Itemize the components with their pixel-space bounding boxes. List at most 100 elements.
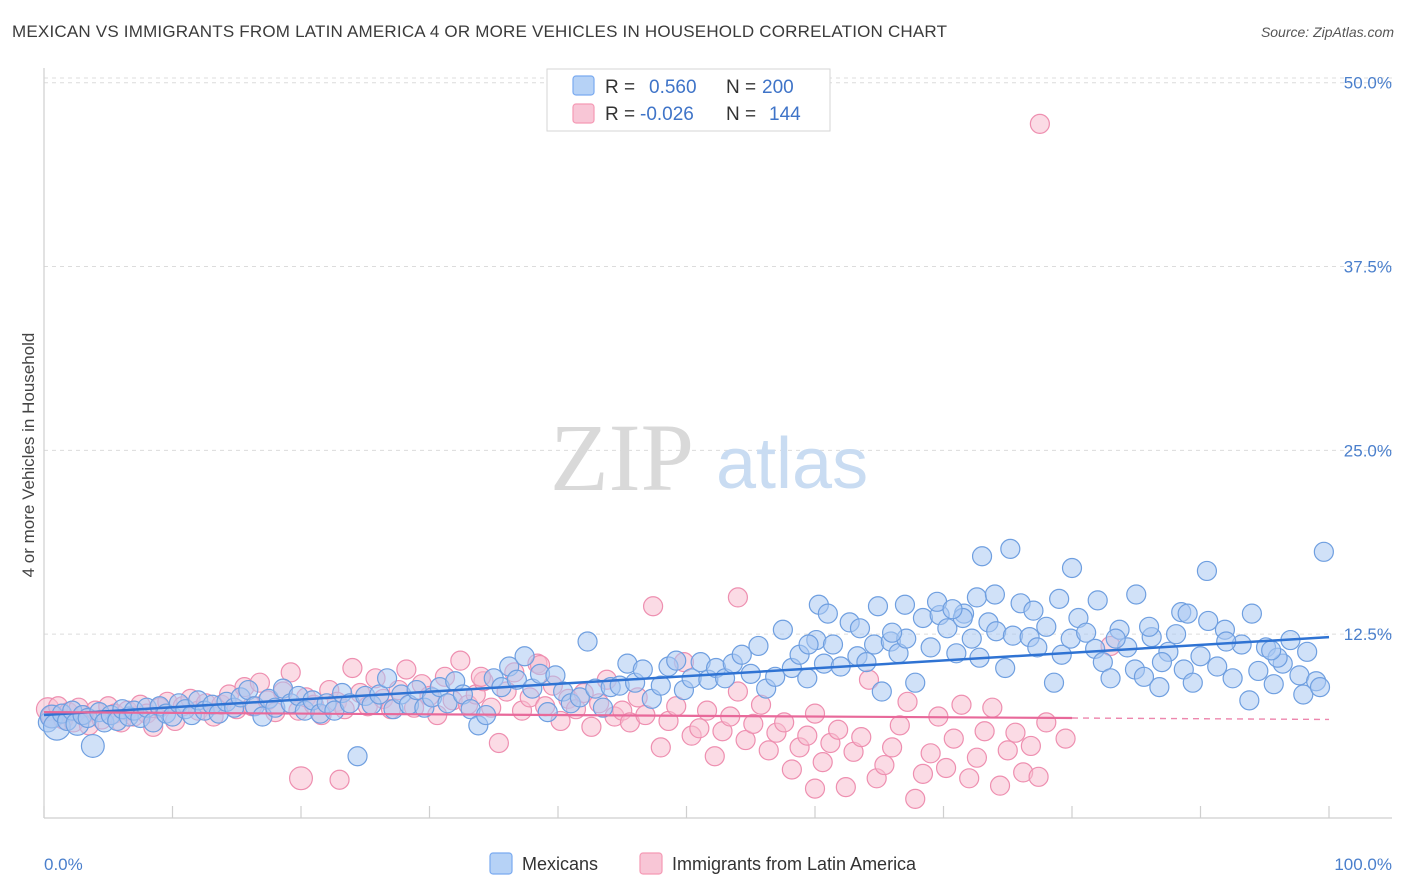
immigrants-point — [997, 740, 1018, 761]
immigrants-point — [966, 747, 988, 768]
bottom-legend-swatch-immigrants — [639, 852, 663, 875]
mexicans-point — [1216, 631, 1237, 652]
immigrants-point — [396, 659, 417, 680]
y-tick-label: 50.0% — [1344, 74, 1392, 93]
watermark-atlas: atlas — [716, 424, 868, 504]
x-tick-label-min: 0.0% — [44, 855, 83, 874]
mexicans-point — [506, 669, 527, 690]
mexicans-point — [995, 657, 1016, 679]
mexicans-point — [1190, 646, 1211, 667]
immigrants-point — [959, 768, 980, 789]
mexicans-point — [1297, 641, 1318, 662]
mexicans-point — [856, 652, 877, 673]
immigrants-point — [989, 775, 1011, 796]
mexicans-point — [905, 672, 926, 693]
y-tick-label: 25.0% — [1344, 441, 1392, 460]
mexicans-point — [1076, 622, 1097, 643]
mexicans-point — [871, 681, 892, 702]
immigrants-point — [758, 740, 779, 761]
legend-n-value-immigrants: 144 — [769, 104, 801, 125]
immigrants-point — [874, 754, 895, 776]
mexicans-point — [1196, 560, 1218, 582]
mexicans-point — [1023, 600, 1044, 621]
mexicans-point — [813, 653, 835, 674]
legend-n-label-mexicans: N = — [726, 77, 756, 98]
mexicans-point — [1207, 656, 1228, 677]
immigrants-point — [727, 681, 749, 702]
mexicans-point — [740, 663, 761, 684]
mexicans-point — [1133, 666, 1155, 687]
mexicans-point — [1036, 616, 1057, 637]
mexicans-point — [1241, 603, 1263, 624]
mexicans-point — [984, 584, 1006, 605]
immigrants-point — [905, 788, 926, 809]
y-tick-labels: 12.5% 25.0% 37.5% 50.0% — [1344, 74, 1392, 644]
immigrants-point — [329, 769, 350, 790]
mexicans-point — [1263, 674, 1284, 695]
bottom-legend-swatch-mexicans — [489, 852, 513, 875]
legend-r-label-mexicans: R = — [605, 77, 635, 98]
immigrants-point — [951, 694, 972, 715]
mexicans-point — [1165, 624, 1187, 645]
mexicans-point — [731, 644, 752, 665]
immigrants-point — [982, 697, 1003, 718]
immigrants-point — [935, 757, 957, 779]
legend-r-value-immigrants: -0.026 — [640, 104, 694, 125]
mexicans-point — [437, 693, 458, 714]
mexicans-point — [772, 619, 793, 640]
mexicans-point — [1087, 590, 1108, 611]
legend-r-value-mexicans: 0.560 — [649, 77, 697, 98]
mexicans-point — [864, 634, 885, 655]
mexicans-point — [912, 607, 934, 629]
mexicans-point — [569, 687, 590, 708]
immigrants-point — [704, 746, 725, 767]
mexicans-point — [347, 746, 368, 767]
mexicans-point — [920, 637, 941, 658]
mexicans-point — [986, 621, 1007, 642]
immigrants-point — [488, 732, 509, 754]
mexicans-point — [1061, 557, 1083, 579]
immigrants-point — [974, 721, 995, 742]
bottom-legend-label-immigrants: Immigrants from Latin America — [672, 854, 917, 874]
immigrants-point — [342, 657, 363, 679]
mexicans-point — [881, 622, 903, 643]
mexicans-point — [1182, 672, 1203, 693]
chart-title: MEXICAN VS IMMIGRANTS FROM LATIN AMERICA… — [12, 22, 948, 41]
immigrants-point — [912, 763, 934, 784]
immigrants-point — [642, 596, 664, 617]
gridlines — [44, 77, 1392, 635]
axes — [43, 68, 1392, 819]
immigrants-point — [943, 728, 964, 749]
immigrants-point — [450, 650, 471, 671]
mexicans-point — [1002, 625, 1023, 646]
immigrants-point — [889, 715, 910, 736]
mexicans-point — [650, 675, 671, 696]
legend-r-label-immigrants: R = — [605, 104, 635, 125]
mexicans-point — [849, 618, 871, 639]
x-ticks — [43, 806, 1330, 818]
immigrants-point — [774, 712, 795, 733]
immigrants-point — [897, 691, 918, 712]
immigrants-point — [696, 700, 718, 721]
immigrants-point — [1005, 722, 1026, 743]
legend-n-label-immigrants: N = — [726, 104, 756, 125]
mexicans-point — [1313, 541, 1334, 562]
mexicans-point — [1248, 660, 1269, 682]
immigrants-point — [280, 662, 301, 683]
watermark: ZIP atlas — [550, 404, 868, 511]
immigrants-point — [1028, 766, 1049, 787]
mexicans-point — [1222, 668, 1243, 689]
immigrants-point — [797, 725, 818, 746]
mexicans-point — [1239, 690, 1260, 711]
y-tick-label: 12.5% — [1344, 625, 1392, 644]
immigrants-point — [650, 737, 671, 758]
mexicans-point — [1000, 538, 1021, 559]
mexicans-point — [1177, 603, 1198, 624]
immigrants-trend-line — [43, 711, 1073, 720]
immigrants-point — [1055, 728, 1076, 749]
mexicans-point — [894, 594, 916, 615]
mexicans-trend-line — [43, 635, 1330, 717]
immigrants-point — [735, 729, 756, 751]
mexicans-point — [1105, 628, 1126, 649]
mexicans-point — [1027, 637, 1048, 658]
